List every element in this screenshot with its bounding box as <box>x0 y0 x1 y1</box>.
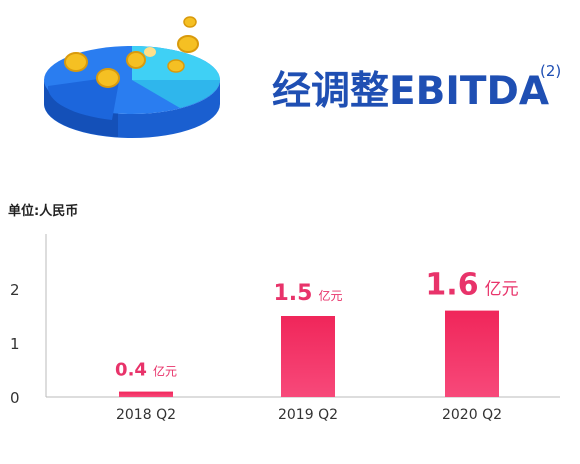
pie-chart-coins-icon <box>44 16 220 138</box>
data-label-unit: 亿元 <box>318 288 342 303</box>
y-tick-label: 1 <box>10 335 20 353</box>
page-title: 经调整EBITDA <box>272 69 550 114</box>
unit-label: 单位:人民币 <box>8 204 79 219</box>
data-label-unit: 亿元 <box>485 280 519 300</box>
y-tick-label: 0 <box>10 389 20 407</box>
data-label: 1.5 亿元 <box>274 281 343 306</box>
bar <box>445 310 499 397</box>
data-label: 0.4 亿元 <box>115 360 177 381</box>
y-tick-label: 2 <box>10 281 20 299</box>
x-tick-label: 2020 Q2 <box>442 407 502 423</box>
data-label: 1.6 亿元 <box>425 268 518 303</box>
bar <box>119 391 173 397</box>
title-footnote-marker: (2) <box>540 62 562 80</box>
x-tick-label: 2018 Q2 <box>116 407 176 423</box>
data-label-number: 0.4 <box>115 360 147 381</box>
bar <box>281 316 335 397</box>
x-tick-label: 2019 Q2 <box>278 407 338 423</box>
data-label-number: 1.5 <box>274 281 313 306</box>
data-label-number: 1.6 <box>425 268 478 303</box>
data-label-unit: 亿元 <box>153 364 177 379</box>
